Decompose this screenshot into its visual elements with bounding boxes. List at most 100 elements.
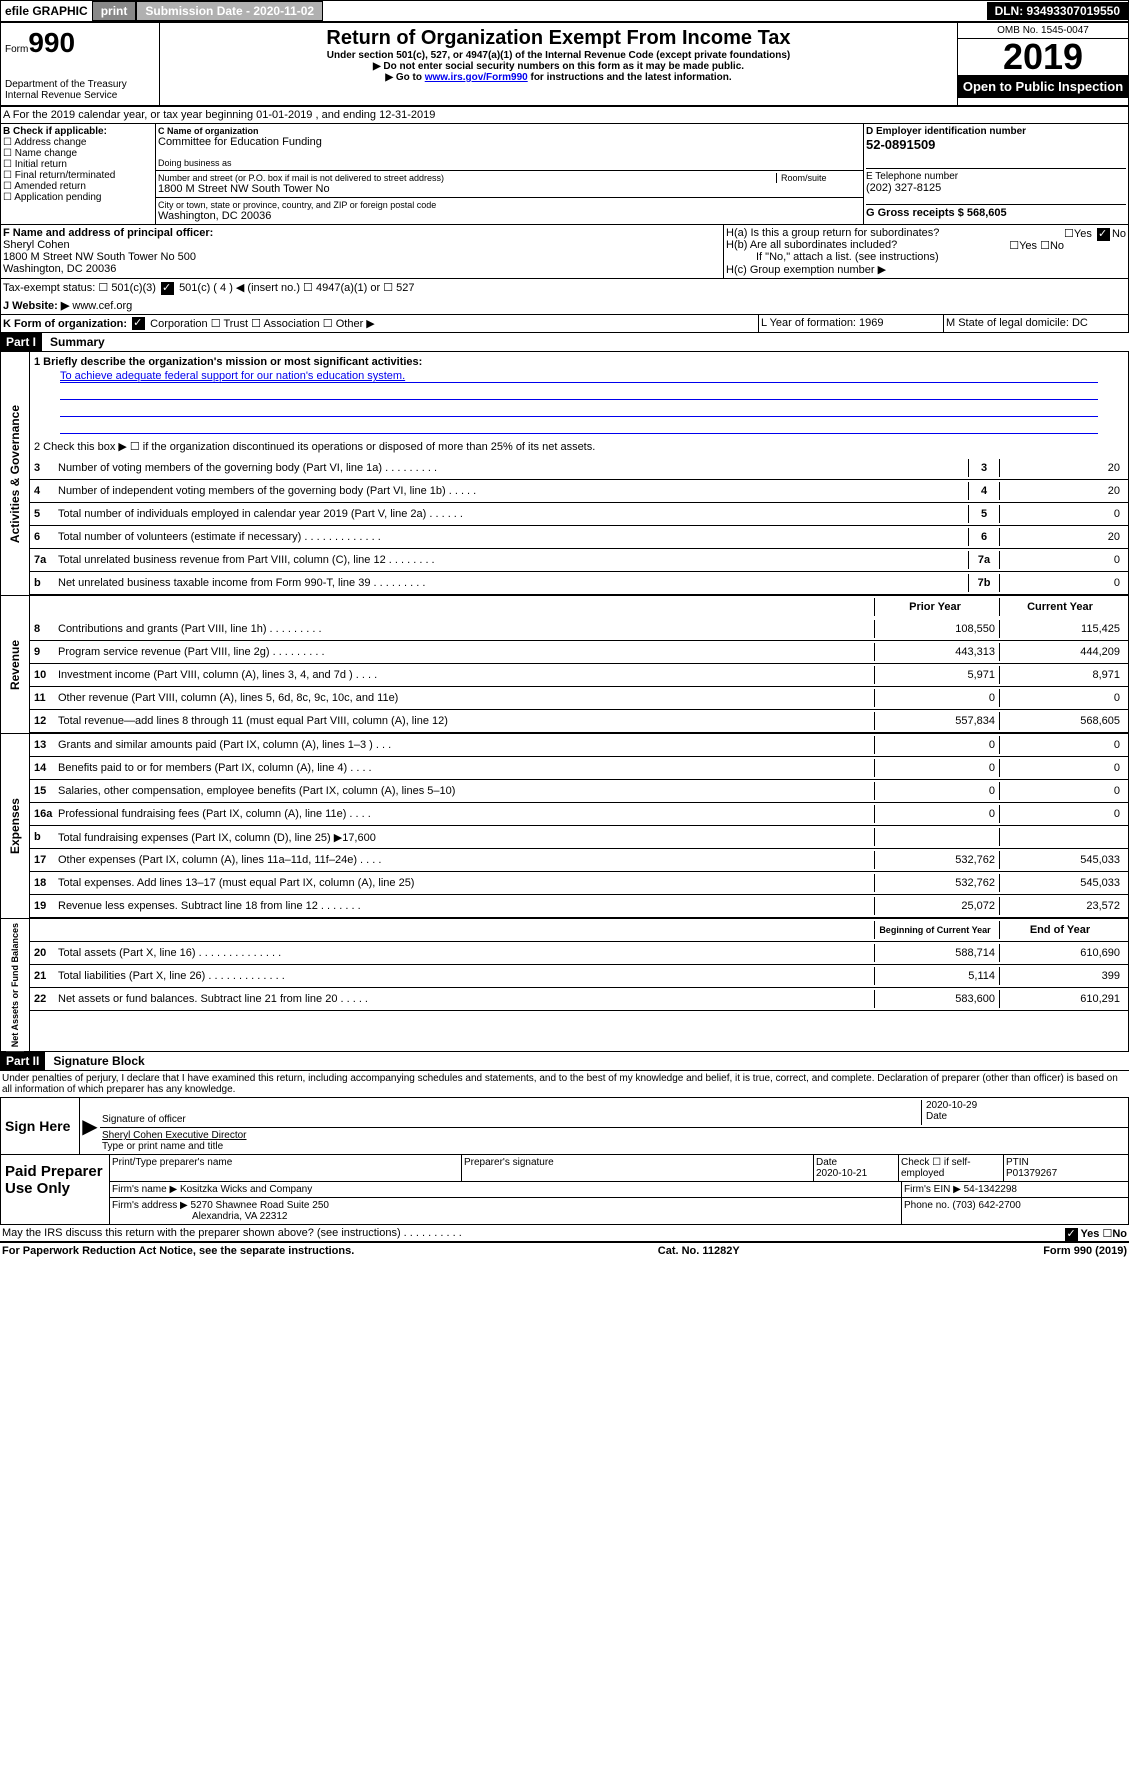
city-label: City or town, state or province, country… — [158, 200, 861, 210]
form-number-cell: Form990 Department of the Treasury Inter… — [1, 23, 160, 105]
col-de: D Employer identification number 52-0891… — [863, 124, 1128, 224]
street-address: 1800 M Street NW South Tower No — [158, 183, 861, 195]
table-row: 3Number of voting members of the governi… — [30, 457, 1128, 480]
ha-no-check[interactable] — [1097, 228, 1110, 241]
f-label: F Name and address of principal officer: — [3, 227, 721, 239]
prep-self-emp: Check ☐ if self-employed — [899, 1155, 1004, 1181]
discuss-yes-check[interactable] — [1065, 1228, 1078, 1241]
addr-label: Number and street (or P.O. box if mail i… — [158, 173, 776, 183]
col-c: C Name of organization Committee for Edu… — [156, 124, 863, 224]
col-b-header: B Check if applicable: — [3, 126, 153, 137]
part2-header: Part II Signature Block — [0, 1052, 1129, 1071]
preparer-block: Paid Preparer Use Only Print/Type prepar… — [1, 1154, 1128, 1224]
gov-content: 1 Briefly describe the organization's mi… — [30, 352, 1128, 595]
blank-2 — [60, 402, 1098, 417]
sign-arrow-icon: ▶ — [80, 1098, 100, 1154]
table-row: 15Salaries, other compensation, employee… — [30, 780, 1128, 803]
sig-date: 2020-10-29 — [926, 1100, 1126, 1111]
top-bar: efile GRAPHIC print Submission Date - 20… — [0, 0, 1129, 22]
footer-left: For Paperwork Reduction Act Notice, see … — [2, 1245, 354, 1257]
efile-label: efile GRAPHIC — [1, 2, 92, 20]
rev-content: Prior YearCurrent Year 8Contributions an… — [30, 596, 1128, 733]
submission-date: Submission Date - 2020-11-02 — [136, 1, 323, 21]
prep-sig-hdr: Preparer's signature — [462, 1155, 814, 1181]
k-trust: Trust — [223, 318, 248, 330]
ein-label: D Employer identification number — [866, 126, 1126, 137]
k-cell: K Form of organization: Corporation ☐ Tr… — [1, 315, 759, 333]
501c4: 501(c) ( 4 ) ◀ (insert no.) — [179, 282, 300, 294]
net-header: Beginning of Current YearEnd of Year — [30, 919, 1128, 942]
subtitle-3: ▶ Go to www.irs.gov/Form990 for instruct… — [164, 72, 953, 83]
org-name: Committee for Education Funding — [158, 136, 861, 148]
group-return-cell: H(a) Is this a group return for subordin… — [724, 225, 1128, 278]
table-row: 16aProfessional fundraising fees (Part I… — [30, 803, 1128, 826]
officer-row: F Name and address of principal officer:… — [0, 225, 1129, 279]
table-row: 12Total revenue—add lines 8 through 11 (… — [30, 710, 1128, 733]
tax-status-cell: Tax-exempt status: ☐ 501(c)(3) 501(c) ( … — [1, 279, 1128, 297]
officer-cell: F Name and address of principal officer:… — [1, 225, 724, 278]
k-label: K Form of organization: — [3, 318, 127, 330]
table-row: 5Total number of individuals employed in… — [30, 503, 1128, 526]
footer-mid: Cat. No. 11282Y — [658, 1245, 740, 1257]
room-label: Room/suite — [776, 173, 861, 183]
m-state: M State of legal domicile: DC — [944, 315, 1128, 333]
k-other: Other ▶ — [336, 318, 375, 330]
officer-name: Sheryl Cohen — [3, 239, 721, 251]
dept-label: Department of the Treasury Internal Reve… — [5, 79, 155, 101]
table-row: 10Investment income (Part VIII, column (… — [30, 664, 1128, 687]
print-button[interactable]: print — [92, 1, 137, 21]
cb-address[interactable]: ☐ Address change — [3, 137, 153, 148]
blank-1 — [60, 385, 1098, 400]
org-name-block: C Name of organization Committee for Edu… — [156, 124, 863, 171]
i-label: Tax-exempt status: — [3, 282, 95, 294]
sig-name-line: Sheryl Cohen Executive Director Type or … — [100, 1128, 1128, 1154]
firm-phone: Phone no. (703) 642-2700 — [902, 1198, 1128, 1224]
title-cell: Return of Organization Exempt From Incom… — [160, 23, 958, 105]
subtitle-2: ▶ Do not enter social security numbers o… — [164, 61, 953, 72]
hc-row: H(c) Group exemption number ▶ — [726, 263, 1126, 276]
q1: 1 Briefly describe the organization's mi… — [30, 352, 1128, 368]
footer: For Paperwork Reduction Act Notice, see … — [0, 1243, 1129, 1259]
cb-name[interactable]: ☐ Name change — [3, 148, 153, 159]
table-row: 14Benefits paid to or for members (Part … — [30, 757, 1128, 780]
501c4-check[interactable] — [161, 282, 174, 295]
table-row: 4Number of independent voting members of… — [30, 480, 1128, 503]
table-row: 19Revenue less expenses. Subtract line 1… — [30, 895, 1128, 918]
irs-link[interactable]: www.irs.gov/Form990 — [425, 72, 528, 83]
sig-date-label: Date — [926, 1111, 1126, 1122]
q2: 2 Check this box ▶ ☐ if the organization… — [30, 436, 1128, 457]
form-title: Return of Organization Exempt From Incom… — [164, 27, 953, 50]
subtitle-1: Under section 501(c), 527, or 4947(a)(1)… — [164, 50, 953, 61]
identity-row: B Check if applicable: ☐ Address change … — [0, 124, 1129, 225]
sig-officer-line: Signature of officer 2020-10-29Date — [100, 1098, 1128, 1128]
tax-year: 2019 — [958, 39, 1128, 75]
table-row: 11Other revenue (Part VIII, column (A), … — [30, 687, 1128, 710]
exp-content: 13Grants and similar amounts paid (Part … — [30, 734, 1128, 918]
table-row: bTotal fundraising expenses (Part IX, co… — [30, 826, 1128, 849]
addr-block: Number and street (or P.O. box if mail i… — [156, 171, 863, 198]
gov-vlabel: Activities & Governance — [1, 352, 30, 595]
blank-3 — [60, 419, 1098, 434]
part1-badge: Part I — [0, 333, 42, 351]
k-corp-check[interactable] — [132, 317, 145, 330]
year-cell: OMB No. 1545-0047 2019 Open to Public In… — [958, 23, 1128, 105]
website-value: www.cef.org — [72, 300, 132, 312]
table-row: 20Total assets (Part X, line 16) . . . .… — [30, 942, 1128, 965]
perjury-text: Under penalties of perjury, I declare th… — [0, 1071, 1129, 1097]
cb-final[interactable]: ☐ Final return/terminated — [3, 170, 153, 181]
phone-value: (202) 327-8125 — [866, 182, 1126, 194]
officer-addr: 1800 M Street NW South Tower No 500 Wash… — [3, 251, 721, 275]
cb-amended[interactable]: ☐ Amended return — [3, 181, 153, 192]
table-row: bNet unrelated business taxable income f… — [30, 572, 1128, 595]
city-value: Washington, DC 20036 — [158, 210, 861, 222]
dba-label: Doing business as — [158, 158, 861, 168]
l-year: L Year of formation: 1969 — [759, 315, 944, 333]
table-row: 18Total expenses. Add lines 13–17 (must … — [30, 872, 1128, 895]
exp-vlabel: Expenses — [1, 734, 30, 918]
cb-pending[interactable]: ☐ Application pending — [3, 192, 153, 203]
discuss-row: May the IRS discuss this return with the… — [0, 1225, 1129, 1243]
501c3: 501(c)(3) — [111, 282, 156, 294]
cb-initial[interactable]: ☐ Initial return — [3, 159, 153, 170]
form-word: Form — [5, 44, 28, 55]
part2-badge: Part II — [0, 1052, 45, 1070]
